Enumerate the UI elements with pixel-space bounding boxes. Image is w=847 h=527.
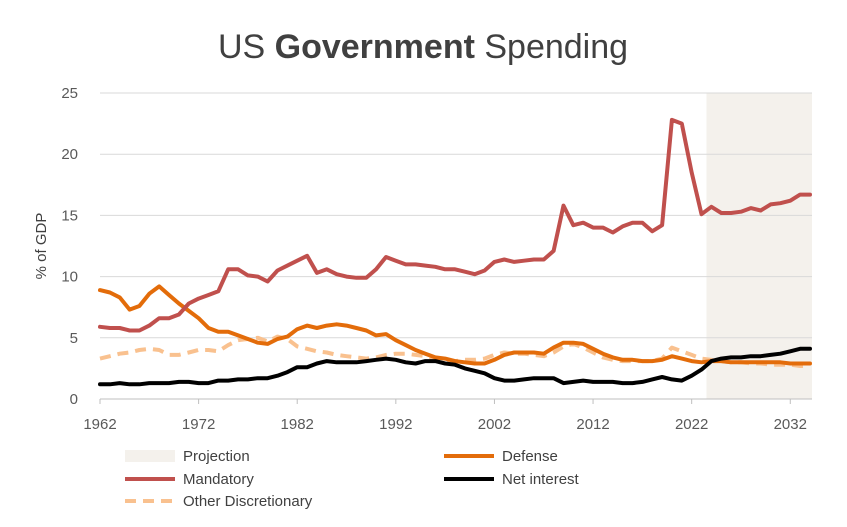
y-tick-label: 15	[61, 207, 78, 224]
legend-swatch-projection	[125, 450, 175, 462]
y-tick-label: 5	[70, 330, 78, 347]
legend-label: Other Discretionary	[183, 493, 313, 510]
x-tick-label: 1962	[83, 416, 116, 433]
chart-title-suffix: Spending	[475, 28, 628, 66]
legend-item: Other Discretionary	[125, 493, 313, 510]
x-tick-label: 1982	[281, 416, 314, 433]
plot-area: 0 5 10 15 20 25 1962 1972 1982 1992 2002 2012 2022 20…	[33, 85, 812, 433]
chart-title: US Government Spending	[218, 28, 628, 66]
projection-region	[706, 93, 812, 399]
y-tick-label: 0	[70, 391, 78, 408]
x-tick-label: 1972	[182, 416, 215, 433]
chart-title-bold: Government	[275, 28, 475, 66]
legend-item: Net interest	[444, 471, 580, 488]
legend-label: Net interest	[502, 471, 580, 488]
series-line-defense	[98, 284, 812, 366]
y-tick-label: 20	[61, 146, 78, 163]
legend-item: Defense	[444, 448, 558, 465]
y-tick-label: 25	[61, 85, 78, 102]
x-tick-label: 2032	[774, 416, 807, 433]
series-line-net-interest	[98, 346, 812, 387]
chart-title-prefix: US	[218, 28, 275, 66]
legend: Projection Defense Mandatory Net interest Ot…	[125, 448, 580, 510]
y-axis-title: % of GDP	[33, 213, 50, 280]
x-tick-label: 2002	[478, 416, 511, 433]
legend-label: Mandatory	[183, 471, 254, 488]
legend-label: Defense	[502, 448, 558, 465]
x-tick-label: 2022	[675, 416, 708, 433]
x-tick-label: 2012	[576, 416, 609, 433]
series-line-mandatory	[98, 117, 812, 333]
legend-item: Projection	[125, 448, 250, 465]
legend-label: Projection	[183, 448, 250, 465]
y-tick-label: 10	[61, 269, 78, 286]
legend-item: Mandatory	[125, 471, 254, 488]
x-tick-label: 1992	[379, 416, 412, 433]
